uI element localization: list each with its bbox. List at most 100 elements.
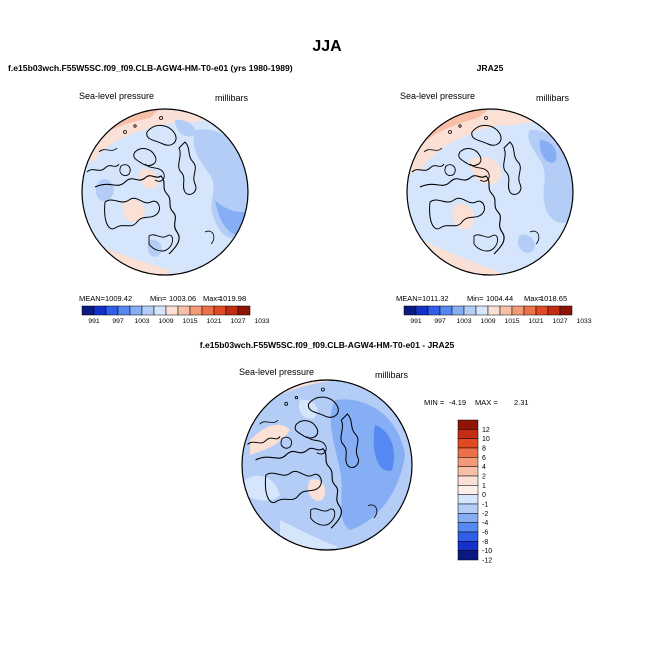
obs-colorbar-swatch: [415, 305, 429, 316]
model-colorbar-swatch: [81, 305, 95, 316]
obs-colorbar-swatch: [559, 305, 573, 316]
model-colorbar-swatch: [225, 305, 239, 316]
obs-colorbar-swatch: [463, 305, 477, 316]
diff-colorbar-tick-label: 4: [482, 464, 486, 471]
obs-colorbar-tick-label: 1033: [576, 318, 591, 325]
diff-colorbar-tick-label: -1: [482, 502, 488, 509]
diff-colorbar-swatch: [457, 466, 479, 477]
obs-mean-label: MEAN=: [396, 294, 423, 303]
obs-mean-value: 1011.32: [422, 294, 449, 303]
model-colorbar-tick-label: 1021: [206, 318, 221, 325]
model-mean-label: MEAN=: [79, 294, 106, 303]
model-colorbar-swatch: [141, 305, 155, 316]
model-colorbar-tick-label: 1003: [134, 318, 149, 325]
model-min-value: 1003.06: [169, 294, 196, 303]
model-colorbar-swatch: [93, 305, 107, 316]
model-mean-value: 1009.42: [105, 294, 132, 303]
model-colorbar-swatch: [213, 305, 227, 316]
obs-colorbar-swatch: [451, 305, 465, 316]
diff-min-label: MIN =: [424, 398, 445, 407]
diff-colorbar-swatch: [457, 457, 479, 467]
model-variable-label: Sea-level pressure: [79, 91, 154, 101]
diff-colorbar-tick-label: -2: [482, 511, 488, 518]
model-colorbar-tick-label: 1009: [158, 318, 173, 325]
model-colorbar-swatch: [189, 305, 203, 316]
model-colorbar-tick-label: 997: [112, 318, 124, 325]
season-title: JJA: [312, 38, 342, 55]
diff-map-boundary: [241, 379, 413, 551]
obs-colorbar-tick-label: 997: [434, 318, 446, 325]
diff-colorbar-swatch: [457, 541, 479, 551]
diff-panel: f.e15b03wch.F55W5SC.f09_f09.CLB-AGW4-HM-…: [200, 340, 529, 565]
obs-colorbar-tick-label: 1015: [504, 318, 519, 325]
model-colorbar-swatch: [117, 305, 131, 316]
model-colorbar: 991 997 1003 1009 1015 1021 1027 1033: [81, 305, 270, 325]
diff-min-value: -4.19: [449, 398, 466, 407]
obs-map-boundary: [406, 108, 574, 276]
model-panel-title: f.e15b03wch.F55W5SC.f09_f09.CLB-AGW4-HM-…: [8, 63, 293, 73]
model-colorbar-swatch: [177, 305, 191, 316]
obs-colorbar-swatch: [535, 305, 549, 316]
model-min-label: Min=: [150, 294, 167, 303]
diff-colorbar-swatch: [457, 513, 479, 523]
diff-colorbar-tick-label: 10: [482, 436, 490, 443]
diff-colorbar-swatch: [457, 550, 479, 561]
model-max-value: 1019.98: [219, 294, 246, 303]
model-colorbar-tick-label: 1015: [182, 318, 197, 325]
obs-max-value: 1018.65: [540, 294, 567, 303]
diff-max-label: MAX =: [475, 398, 498, 407]
diff-colorbar-tick-label: -8: [482, 539, 488, 546]
obs-min-label: Min=: [467, 294, 484, 303]
obs-colorbar-swatch: [523, 305, 537, 316]
diff-colorbar-tick-label: 12: [482, 427, 490, 434]
diff-colorbar-tick-label: 1: [482, 483, 486, 490]
diff-colorbar-swatch: [457, 522, 479, 533]
model-units-label: millibars: [215, 93, 249, 103]
diff-colorbar-swatch: [457, 438, 479, 449]
obs-colorbar-swatch: [547, 305, 561, 316]
obs-colorbar-swatch: [511, 305, 525, 316]
diff-colorbar-swatch: [457, 419, 479, 430]
obs-colorbar-tick-label: 1003: [456, 318, 471, 325]
obs-min-value: 1004.44: [486, 294, 513, 303]
diff-colorbar-swatch: [457, 475, 479, 486]
diff-colorbar-tick-label: 0: [482, 492, 486, 499]
model-colorbar-swatch: [237, 305, 251, 316]
model-colorbar-tick-label: 1027: [230, 318, 245, 325]
diff-colorbar-tick-label: -12: [482, 558, 492, 565]
diff-map: [242, 380, 412, 550]
obs-colorbar-swatch: [487, 305, 501, 316]
obs-colorbar-tick-label: 1027: [552, 318, 567, 325]
diff-colorbar-swatch: [457, 429, 479, 439]
obs-colorbar-tick-label: 1009: [480, 318, 495, 325]
obs-colorbar-tick-label: 1021: [528, 318, 543, 325]
obs-colorbar-swatch: [439, 305, 453, 316]
model-colorbar-swatch: [129, 305, 143, 316]
obs-panel: JRA25 Sea-level pressure millibars MEAN=…: [396, 63, 592, 325]
obs-colorbar-tick-label: 991: [410, 318, 422, 325]
model-colorbar-swatch: [105, 305, 119, 316]
obs-colorbar-swatch: [403, 305, 417, 316]
diff-colorbar-swatch: [457, 447, 479, 458]
model-colorbar-swatch: [201, 305, 215, 316]
diff-colorbar-tick-label: -10: [482, 548, 492, 555]
model-colorbar-swatch: [165, 305, 179, 316]
diff-panel-title: f.e15b03wch.F55W5SC.f09_f09.CLB-AGW4-HM-…: [200, 340, 455, 350]
diff-colorbar-swatch: [457, 485, 479, 495]
model-map-boundary: [81, 108, 249, 276]
obs-colorbar-swatch: [427, 305, 441, 316]
diff-colorbar-tick-label: 2: [482, 474, 486, 481]
model-panel: f.e15b03wch.F55W5SC.f09_f09.CLB-AGW4-HM-…: [8, 63, 293, 325]
obs-colorbar-swatch: [475, 305, 489, 316]
diff-colorbar-swatch: [457, 503, 479, 514]
obs-colorbar: 991 997 1003 1009 1015 1021 1027 1033: [403, 305, 592, 325]
obs-variable-label: Sea-level pressure: [400, 91, 475, 101]
obs-panel-title: JRA25: [477, 63, 504, 73]
diff-max-value: 2.31: [514, 398, 529, 407]
model-colorbar-tick-label: 1033: [254, 318, 269, 325]
diff-colorbar-tick-label: 6: [482, 455, 486, 462]
obs-colorbar-swatch: [499, 305, 513, 316]
model-colorbar-tick-label: 991: [88, 318, 100, 325]
